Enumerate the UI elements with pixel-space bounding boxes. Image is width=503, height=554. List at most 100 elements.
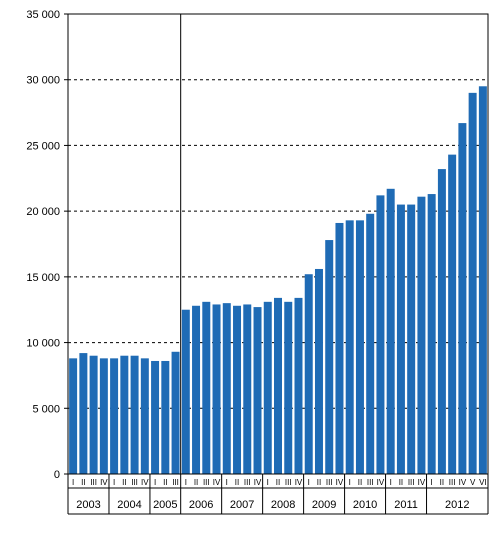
quarter-label: III — [285, 478, 292, 487]
bar — [325, 240, 333, 474]
bar — [479, 86, 487, 474]
bar — [387, 189, 395, 474]
bar — [161, 361, 169, 474]
y-tick-label: 20 000 — [26, 206, 60, 218]
quarter-label: III — [408, 478, 415, 487]
quarter-label: I — [72, 478, 74, 487]
bar — [376, 195, 384, 474]
y-tick-label: 30 000 — [26, 75, 60, 87]
quarter-label: III — [131, 478, 138, 487]
year-label: 2010 — [353, 499, 377, 511]
bar — [417, 197, 425, 474]
quarter-label: II — [399, 478, 403, 487]
quarter-label: II — [81, 478, 85, 487]
bar — [315, 269, 323, 474]
quarter-label: I — [431, 478, 433, 487]
quarter-label: II — [163, 478, 167, 487]
bar — [202, 302, 210, 474]
quarter-label: V — [470, 478, 476, 487]
quarter-label: I — [349, 478, 351, 487]
quarter-label: II — [235, 478, 239, 487]
quarter-label: IV — [254, 478, 262, 487]
bar — [458, 123, 466, 474]
y-tick-label: 5 000 — [32, 403, 60, 415]
quarter-label: II — [317, 478, 321, 487]
bar — [294, 298, 302, 474]
bar — [407, 205, 415, 474]
quarter-label: IV — [459, 478, 467, 487]
quarter-label: I — [226, 478, 228, 487]
quarter-label: II — [440, 478, 444, 487]
quarter-label: III — [244, 478, 251, 487]
bar — [438, 169, 446, 474]
bar — [69, 358, 77, 474]
quarter-label: III — [90, 478, 97, 487]
quarter-label: IV — [213, 478, 221, 487]
bar — [172, 352, 180, 474]
quarter-label: III — [203, 478, 210, 487]
y-tick-label: 15 000 — [26, 272, 60, 284]
y-tick-label: 25 000 — [26, 140, 60, 152]
quarter-label: I — [390, 478, 392, 487]
quarter-label: III — [172, 478, 179, 487]
quarter-label: I — [113, 478, 115, 487]
bar — [448, 155, 456, 474]
quarter-label: II — [122, 478, 126, 487]
quarter-label: I — [154, 478, 156, 487]
quarter-label: II — [358, 478, 362, 487]
bar — [305, 274, 313, 474]
bar — [182, 310, 190, 474]
bar — [428, 194, 436, 474]
bar — [90, 356, 98, 474]
bar — [213, 304, 221, 474]
bar — [254, 307, 262, 474]
year-label: 2008 — [271, 499, 295, 511]
year-label: 2012 — [445, 499, 469, 511]
bar — [233, 306, 241, 474]
bar — [79, 353, 87, 474]
bar — [131, 356, 139, 474]
quarter-label: I — [308, 478, 310, 487]
year-label: 2006 — [189, 499, 213, 511]
quarter-label: IV — [377, 478, 385, 487]
bar — [274, 298, 282, 474]
bar — [397, 205, 405, 474]
year-label: 2011 — [394, 499, 418, 511]
quarter-label: IV — [418, 478, 426, 487]
quarter-label: III — [326, 478, 333, 487]
quarter-label: III — [367, 478, 374, 487]
bar-chart: 0 5 000 10 000 15 000 20 000 25 000 30 000 35 0… — [0, 0, 503, 554]
bar — [243, 304, 251, 474]
quarter-label: III — [449, 478, 456, 487]
bar — [151, 361, 159, 474]
quarter-label: I — [267, 478, 269, 487]
bar — [284, 302, 292, 474]
bar — [335, 223, 343, 474]
bar — [100, 358, 108, 474]
bar — [141, 358, 149, 474]
bar — [192, 306, 200, 474]
quarter-label: II — [276, 478, 280, 487]
year-label: 2003 — [76, 499, 100, 511]
year-label: 2007 — [230, 499, 254, 511]
quarter-label: I — [185, 478, 187, 487]
quarter-label: IV — [295, 478, 303, 487]
bar — [356, 220, 364, 474]
bar — [346, 220, 354, 474]
y-tick-label: 0 — [54, 469, 60, 481]
bar — [110, 358, 118, 474]
year-label: 2004 — [117, 499, 141, 511]
quarter-label: VI — [479, 478, 487, 487]
bar — [366, 214, 374, 474]
y-tick-label: 10 000 — [26, 338, 60, 350]
year-label: 2005 — [153, 499, 177, 511]
quarter-label: IV — [336, 478, 344, 487]
bar — [469, 93, 477, 474]
quarter-label: II — [194, 478, 198, 487]
bar — [223, 303, 231, 474]
bar — [264, 302, 272, 474]
bar — [120, 356, 128, 474]
y-tick-label: 35 000 — [26, 9, 60, 21]
year-label: 2009 — [312, 499, 336, 511]
chart-container: 0 5 000 10 000 15 000 20 000 25 000 30 000 35 0… — [0, 0, 503, 554]
